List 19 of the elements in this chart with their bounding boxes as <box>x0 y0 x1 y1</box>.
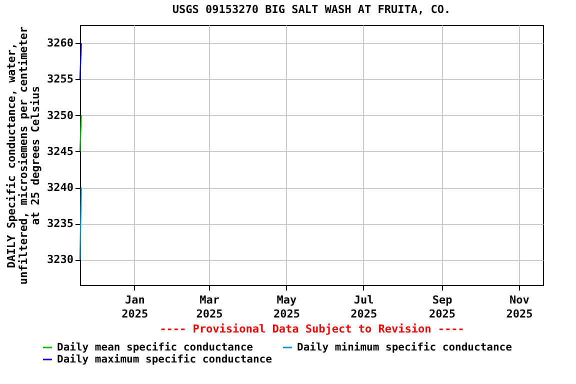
text: ---- Provisional Data Subject to Revision ---- <box>160 322 464 336</box>
y-tick-label: 3260 <box>47 36 74 50</box>
y-tick-label: 3245 <box>47 144 74 158</box>
y-tick-label: 3230 <box>47 253 74 266</box>
x-tick-label: Sep 2025 <box>429 294 456 320</box>
y-tick-label: 3240 <box>47 181 74 194</box>
y-tick-label: 3235 <box>47 217 74 230</box>
x-tick-label: Jul 2025 <box>350 294 378 320</box>
x-tick-label: Jan 2025 <box>122 294 148 320</box>
legend-label: Daily mean specific conductance <box>57 342 253 354</box>
y-tick-label: 3250 <box>47 108 74 122</box>
x-tick-label: May 2025 <box>273 294 300 320</box>
legend-label: Daily maximum specific conductance <box>57 354 272 366</box>
x-tick-label: Mar 2025 <box>196 294 223 320</box>
x-tick-label: Nov 2025 <box>506 294 533 320</box>
chart-title: USGS 09153270 BIG SALT WASH AT FRUITA, CO. <box>172 3 451 16</box>
y-axis-title: DAILY Specific conductance, water, unfiltered, microsiemens per centimeter at 25 degrees Celsius <box>5 26 42 285</box>
y-tick-label: 3255 <box>47 72 74 86</box>
legend-label: Daily minimum specific conductance <box>297 342 512 354</box>
